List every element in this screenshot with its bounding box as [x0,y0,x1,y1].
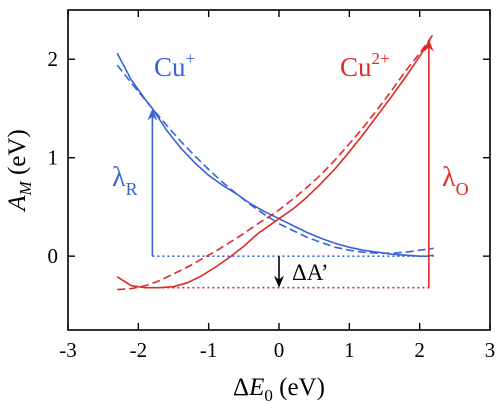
x-tick-label: 2 [414,338,425,362]
series-line-cuplus [116,52,434,257]
lambda-r-arrow [147,108,158,257]
lambda-o-label: λO [442,162,469,199]
x-tick-label: -2 [130,338,148,362]
lambda-o-arrow-head [423,39,434,52]
series-line-cu2plus [116,39,431,289]
series-line-cuplus-fit [116,64,434,254]
x-tick-label: 1 [344,338,355,362]
delta-a-prime-arrow-head [274,275,284,288]
x-tick-label: 3 [485,338,496,362]
y-tick-label: 0 [48,244,59,268]
lambda-r-label: λR [112,162,138,199]
y-tick-label: 1 [48,146,59,170]
y-tick-label: 2 [48,47,59,71]
cu-2plus-label: Cu2+ [340,49,390,82]
x-tick-label: -3 [59,338,77,362]
series-line-cu2plus-fit [117,33,435,291]
x-tick-label: -1 [200,338,218,362]
x-tick-label: 0 [274,338,285,362]
delta-a-prime-label: ΔA’ [292,260,329,285]
delta-a-prime-arrow [274,256,284,288]
lambda-r-arrow-head [147,108,158,121]
cu-plus-label: Cu+ [154,49,195,82]
y-axis-title: AM (eV) [4,129,35,213]
x-axis-title: ΔE0 (eV) [233,374,325,405]
lambda-o-arrow [423,39,434,288]
